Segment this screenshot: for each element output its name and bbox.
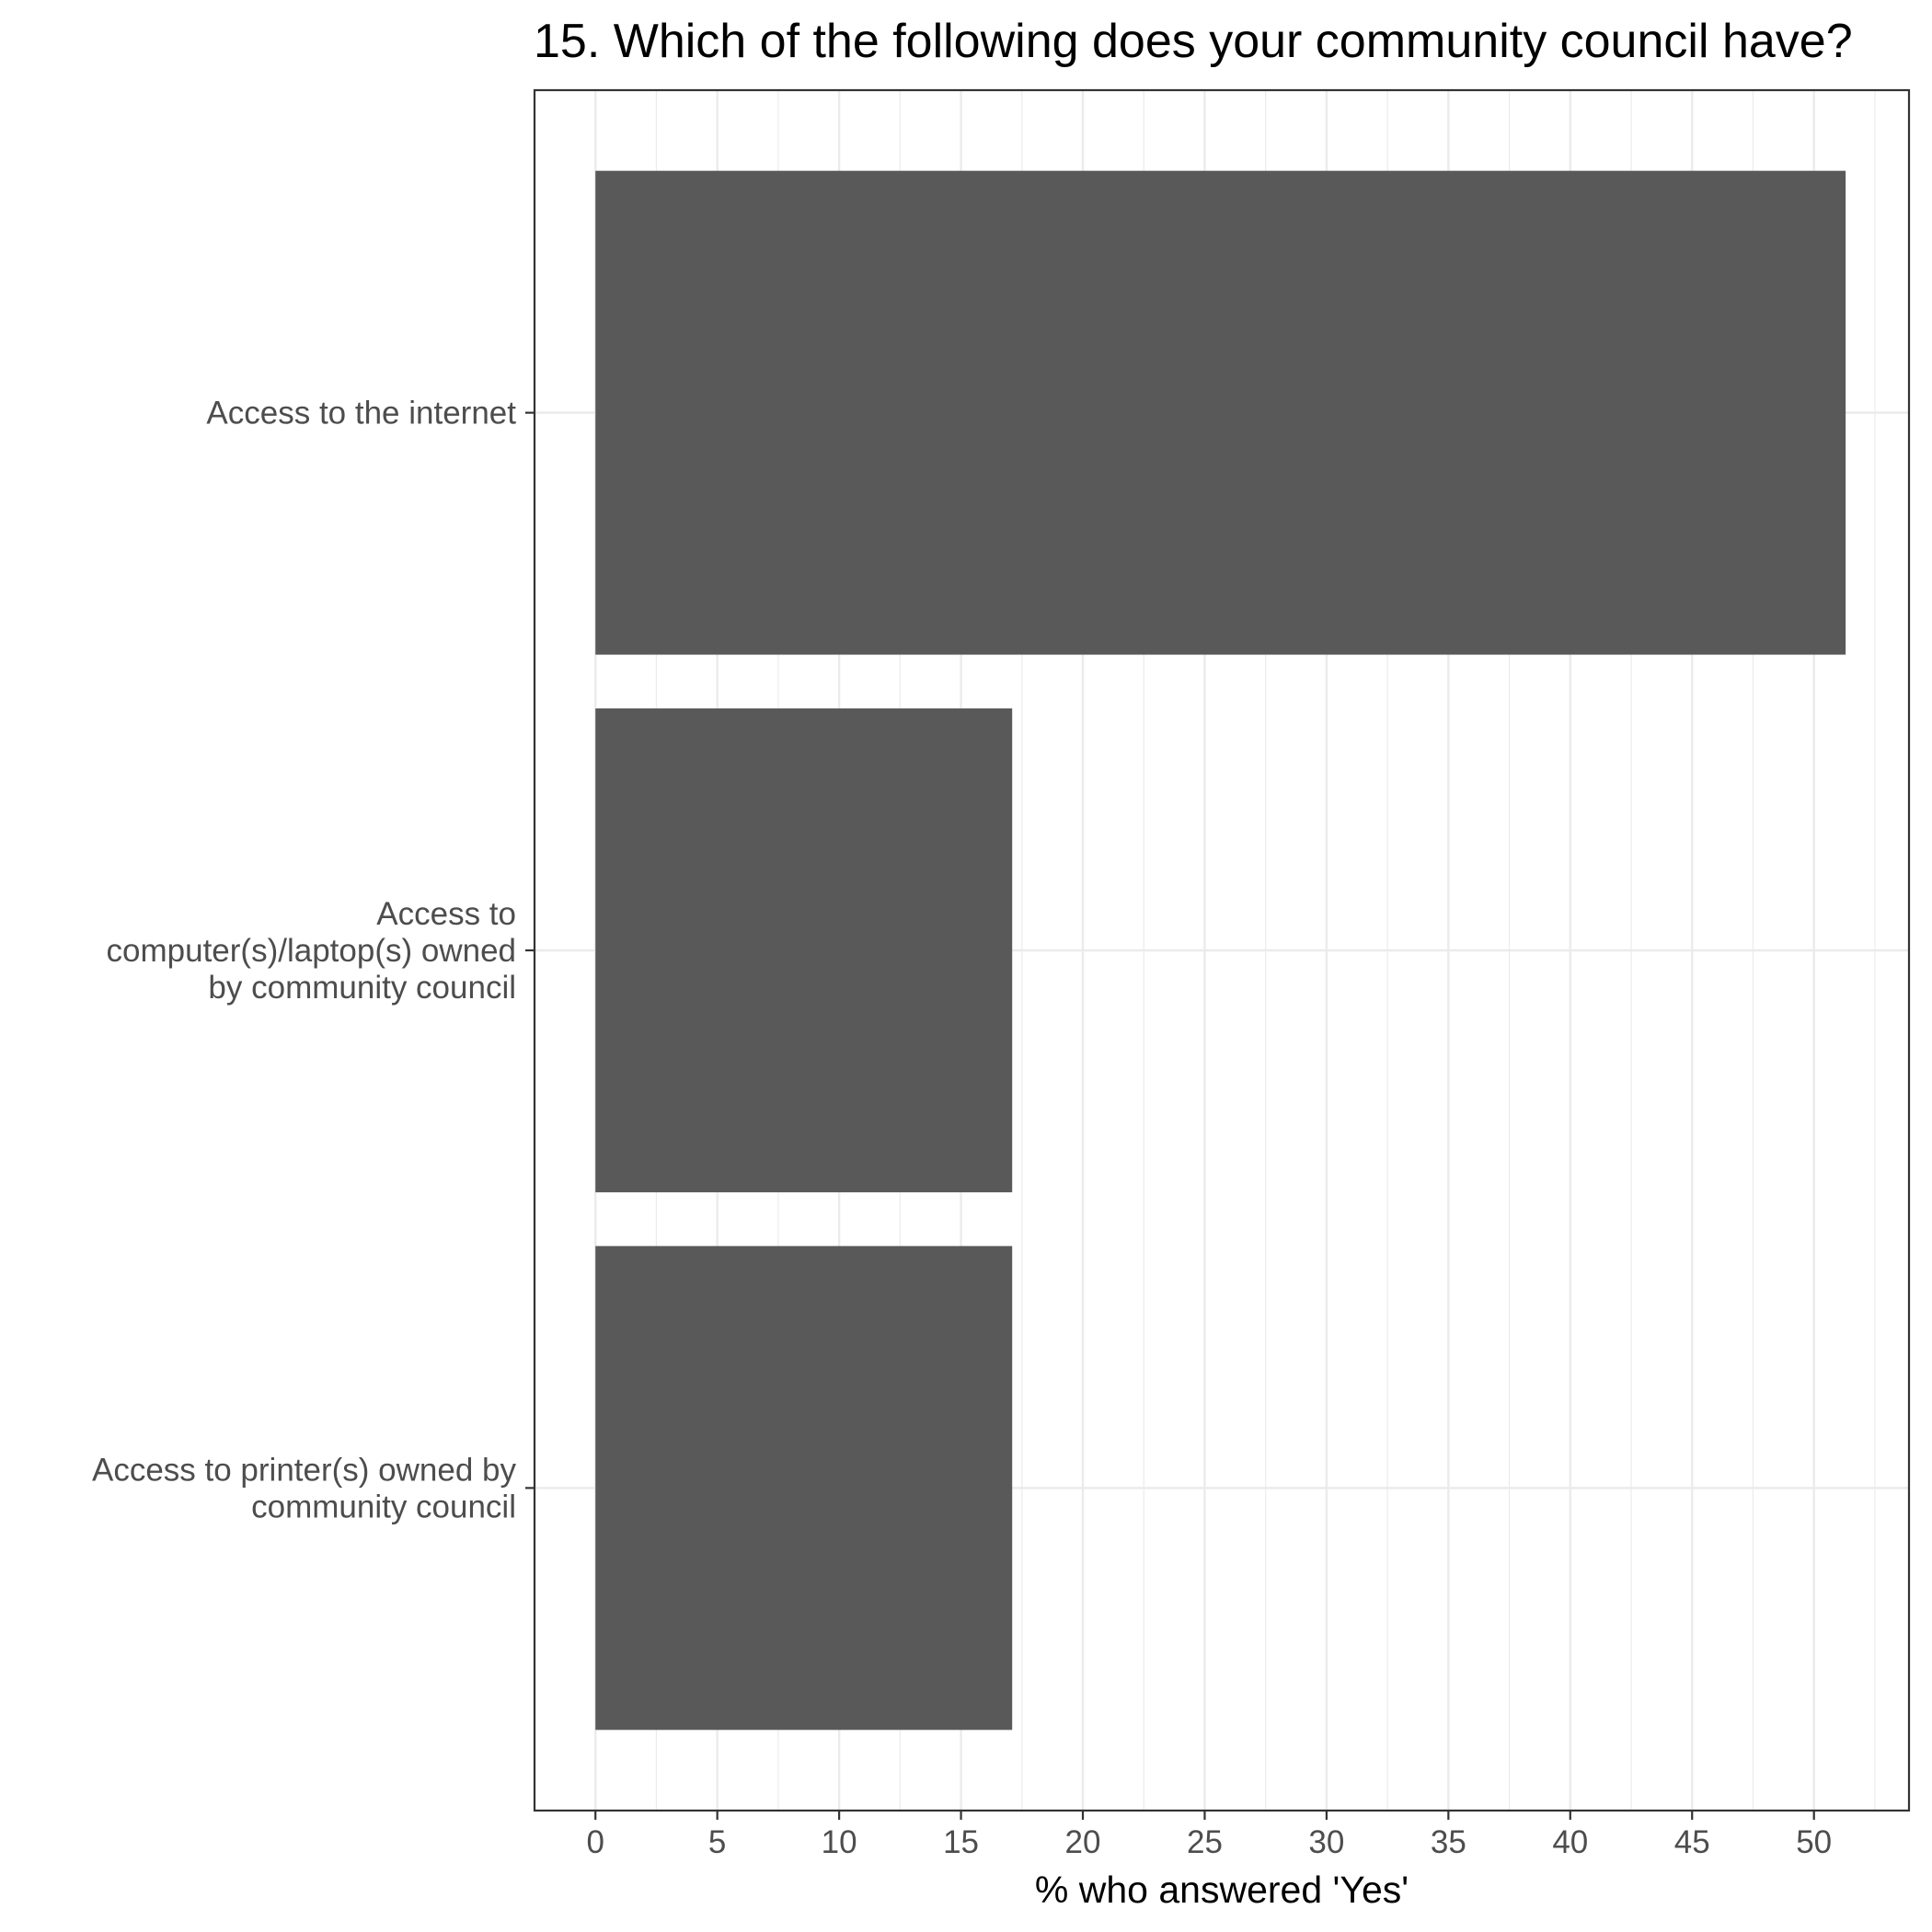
x-tick-label: 5 [708, 1824, 726, 1860]
bar [595, 708, 1013, 1192]
x-tick-label: 50 [1796, 1824, 1832, 1860]
x-tick-label: 0 [586, 1824, 604, 1860]
x-tick-label: 20 [1065, 1824, 1101, 1860]
x-tick-label: 35 [1431, 1824, 1466, 1860]
x-tick-label: 25 [1187, 1824, 1223, 1860]
x-tick-label: 45 [1674, 1824, 1710, 1860]
x-tick-label: 30 [1308, 1824, 1344, 1860]
y-category-label: community council [251, 1489, 516, 1524]
bar [595, 1246, 1013, 1731]
y-category-label: computer(s)/laptop(s) owned [107, 933, 516, 969]
chart-title: 15. Which of the following does your com… [534, 15, 1853, 68]
x-tick-label: 10 [822, 1824, 857, 1860]
bars [595, 170, 1846, 1731]
y-category-label: Access to printer(s) owned by [92, 1452, 517, 1488]
x-tick-label: 15 [943, 1824, 979, 1860]
y-axis-categories: Access to the internet Access tocomputer(… [92, 396, 535, 1524]
bar [595, 170, 1846, 655]
y-category-label: Access to [376, 896, 516, 932]
x-axis-title: % who answered 'Yes' [1035, 1869, 1409, 1911]
y-category-label: by community council [208, 970, 516, 1006]
y-category-label: Access to the internet [206, 396, 516, 431]
x-tick-label: 40 [1552, 1824, 1588, 1860]
x-axis-ticks: 0 5 10 15 20 25 30 35 40 45 50 [586, 1811, 1832, 1860]
